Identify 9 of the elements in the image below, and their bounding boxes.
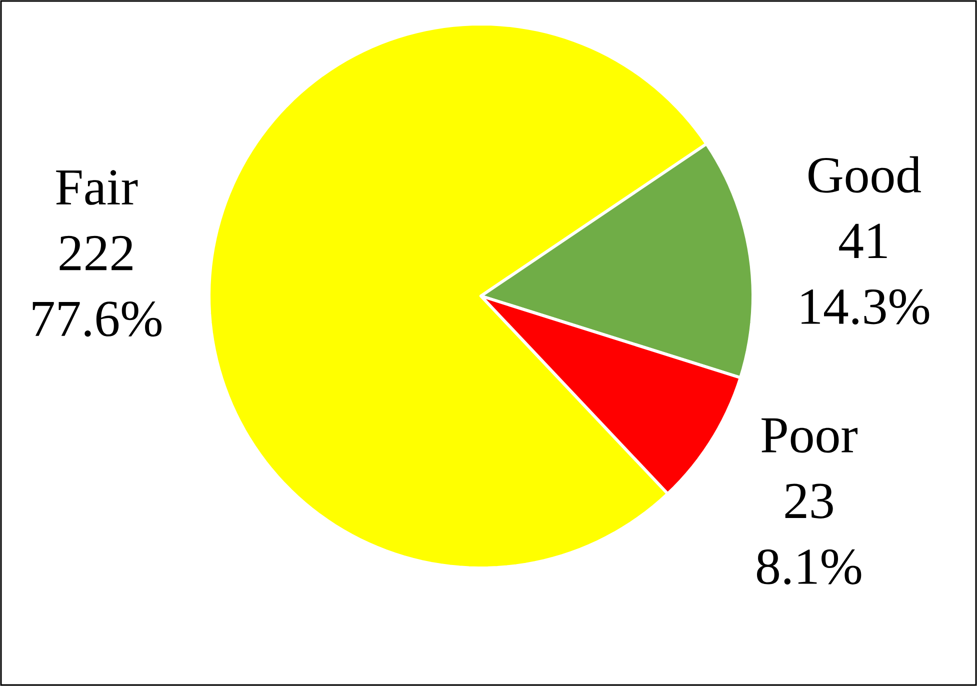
slice-label: Fair [56, 170, 138, 205]
data-label: 14.3% [802, 289, 930, 324]
text: 23 [785, 484, 833, 519]
text: 222 [60, 236, 132, 270]
data-label: 8.1% [756, 549, 862, 584]
slice-label: Good [808, 156, 921, 193]
data-label: 77.6% [32, 301, 162, 337]
slice-label: Poor [762, 418, 858, 453]
text: 41 [839, 224, 887, 258]
